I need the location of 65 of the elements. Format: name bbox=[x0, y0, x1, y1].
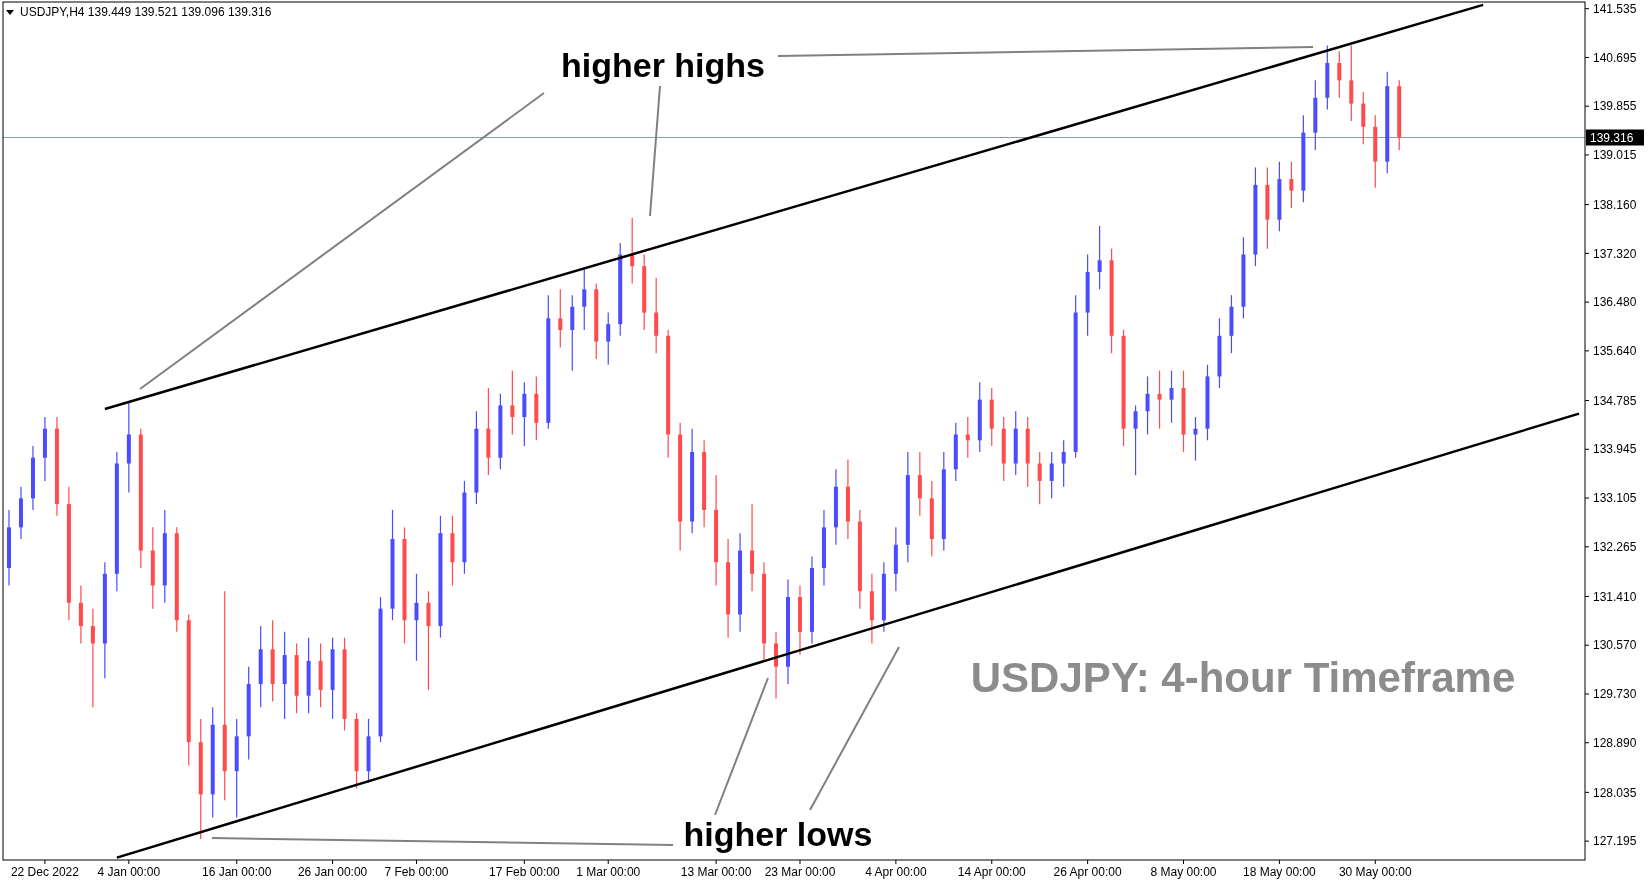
y-tick-label: 139.015 bbox=[1593, 148, 1637, 163]
candlestick bbox=[1289, 161, 1294, 209]
candlestick bbox=[414, 573, 419, 662]
y-tick-label: 134.785 bbox=[1593, 393, 1637, 408]
y-tick-label: 133.945 bbox=[1593, 442, 1637, 457]
candlestick bbox=[570, 294, 575, 372]
annotation: USDJPY: 4-hour Timeframe bbox=[970, 654, 1516, 701]
y-tick-label: 129.730 bbox=[1593, 687, 1637, 702]
candlestick bbox=[654, 277, 659, 354]
y-tick-label: 139.855 bbox=[1593, 99, 1637, 114]
x-tick-label: 16 Jan 00:00 bbox=[202, 865, 272, 879]
candlestick bbox=[522, 381, 527, 447]
candlestick bbox=[1061, 439, 1066, 488]
x-tick-label: 4 Apr 00:00 bbox=[865, 865, 927, 879]
candlestick bbox=[1097, 225, 1102, 290]
candlestick bbox=[1169, 370, 1174, 424]
candlestick bbox=[917, 451, 922, 517]
x-tick-label: 1 Mar 00:00 bbox=[576, 865, 641, 879]
candlestick bbox=[426, 590, 431, 691]
candlestick bbox=[582, 268, 587, 331]
x-tick-label: 22 Dec 2022 bbox=[10, 865, 80, 879]
annotation: higher lows bbox=[683, 815, 873, 853]
y-tick-label: 127.195 bbox=[1593, 834, 1637, 849]
candlestick bbox=[606, 311, 611, 366]
candlestick bbox=[90, 608, 95, 708]
candlestick bbox=[1133, 404, 1138, 476]
candlestick bbox=[558, 288, 563, 349]
x-tick-label: 4 Jan 00:00 bbox=[97, 865, 161, 879]
x-tick-label: 23 Mar 00:00 bbox=[764, 865, 836, 879]
y-tick-label: 133.105 bbox=[1593, 491, 1637, 506]
candlestick bbox=[774, 631, 779, 700]
x-tick-label: 26 Apr 00:00 bbox=[1053, 865, 1122, 879]
annotation: higher highs bbox=[561, 46, 765, 84]
ref-line-label: 139.316 bbox=[1590, 130, 1634, 145]
x-tick-label: 26 Jan 00:00 bbox=[297, 865, 368, 879]
y-tick-label: 140.695 bbox=[1593, 50, 1637, 65]
x-tick-label: 18 May 00:00 bbox=[1243, 865, 1317, 879]
x-tick-label: 7 Feb 00:00 bbox=[384, 865, 449, 879]
candlestick bbox=[1049, 451, 1054, 499]
candlestick bbox=[1349, 44, 1354, 122]
candlestick bbox=[510, 370, 515, 436]
y-tick-label: 132.265 bbox=[1593, 540, 1637, 555]
y-tick-label: 136.480 bbox=[1593, 295, 1637, 310]
candlestick bbox=[1157, 370, 1162, 430]
candlestick bbox=[1337, 50, 1342, 99]
candlestick bbox=[750, 503, 755, 592]
x-tick-label: 30 May 00:00 bbox=[1338, 865, 1412, 879]
candlestick bbox=[965, 416, 970, 459]
x-tick-label: 17 Feb 00:00 bbox=[488, 865, 561, 879]
x-tick-label: 14 Apr 00:00 bbox=[957, 865, 1027, 879]
chart-title: USDJPY,H4 139.449 139.521 139.096 139.316 bbox=[20, 5, 272, 19]
y-tick-label: 137.320 bbox=[1593, 246, 1637, 261]
candlestick bbox=[78, 584, 83, 645]
x-tick-label: 8 May 00:00 bbox=[1150, 865, 1217, 879]
candlestick bbox=[1037, 451, 1042, 505]
y-tick-label: 128.035 bbox=[1593, 785, 1637, 800]
y-tick-label: 131.410 bbox=[1593, 589, 1637, 604]
y-tick-label: 130.570 bbox=[1593, 638, 1637, 653]
y-tick-label: 128.890 bbox=[1593, 735, 1637, 750]
candlestick bbox=[1361, 91, 1366, 145]
y-tick-label: 135.640 bbox=[1593, 344, 1637, 359]
x-tick-label: 13 Mar 00:00 bbox=[680, 865, 752, 879]
y-tick-label: 138.160 bbox=[1593, 197, 1637, 212]
candlestick bbox=[1145, 375, 1150, 436]
y-tick-label: 141.535 bbox=[1593, 1, 1637, 16]
